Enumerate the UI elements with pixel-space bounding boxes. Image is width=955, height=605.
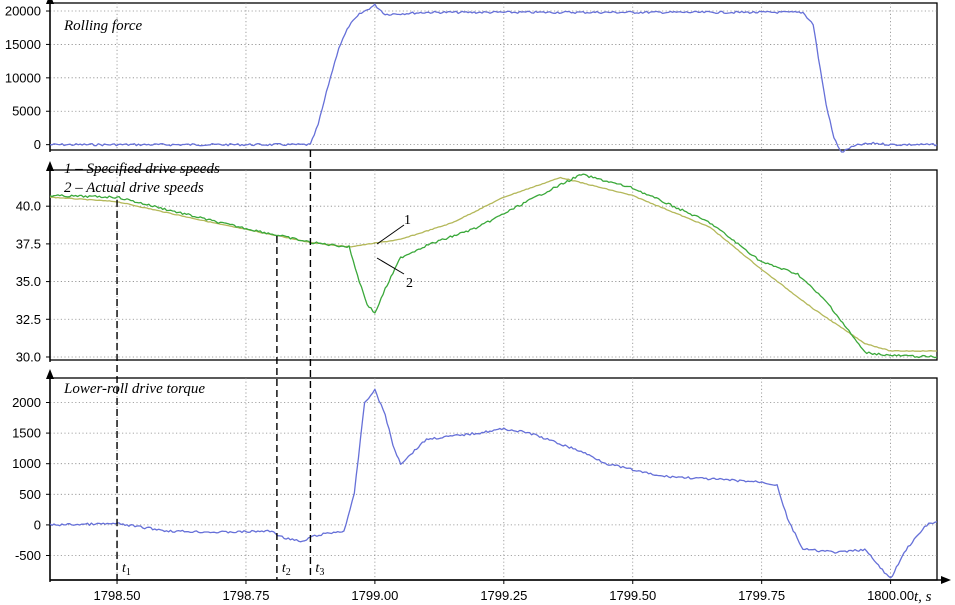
y-tick-label: 30.0: [16, 349, 41, 364]
speeds-legend-2: 2 – Actual drive speeds: [64, 180, 204, 196]
plot-area: [49, 2, 938, 151]
plot-area: [49, 169, 938, 361]
y-tick-label: 1000: [12, 456, 41, 471]
marker-label-t3: t3: [315, 561, 324, 578]
y-tick-label: 15000: [5, 37, 41, 52]
x-tick-label: 1800.00: [867, 588, 914, 603]
torque-title: Lower-roll drive torque: [63, 381, 205, 397]
annotation-leader-2: [376, 257, 405, 275]
y-tick-label: 20000: [5, 4, 41, 19]
x-axis-arrow: [941, 576, 951, 584]
drive-speeds-panel: 30.0 32.5 35.0 37.5 40.0: [16, 161, 938, 364]
rolling-force-panel: 0 5000 10000 15000 20000: [5, 0, 938, 153]
marker-label-t1: t1: [122, 561, 131, 578]
y-tick-label: 40.0: [16, 199, 41, 214]
x-axis: 1798.50 1798.75 1799.00 1799.25 1799.50 1799.…: [50, 576, 951, 603]
x-tick-label: 1799.50: [609, 588, 656, 603]
specified-speed-line: [49, 176, 937, 352]
annotation-leader-1: [376, 224, 405, 245]
y-tick-label: 0: [34, 517, 41, 532]
actual-speed-line: [49, 173, 938, 359]
drive-torque-panel: -500 0 500 1000 1500 2000: [12, 369, 938, 582]
x-tick-label: 1798.75: [222, 588, 269, 603]
x-tick-label: 1799.00: [351, 588, 398, 603]
annotation-label-2: 2: [406, 276, 413, 291]
x-axis-label: t, s: [914, 589, 932, 605]
annotation-label-1: 1: [404, 213, 411, 228]
y-tick-label: 1500: [12, 426, 41, 441]
x-tick-label: 1799.75: [738, 588, 785, 603]
y-tick-label: 32.5: [16, 312, 41, 327]
rolling-force-line: [49, 3, 938, 153]
y-tick-label: -500: [15, 548, 41, 563]
speeds-legend-1: 1 – Specified drive speeds: [64, 161, 220, 177]
x-tick-label: 1798.50: [94, 588, 141, 603]
torque-line: [49, 388, 938, 579]
rolling-force-title: Rolling force: [63, 18, 143, 34]
y-tick-label: 5000: [12, 104, 41, 119]
y-tick-label: 0: [34, 137, 41, 152]
time-markers: t1 t2 t3: [116, 150, 324, 580]
marker-label-t2: t2: [282, 561, 291, 578]
y-tick-label: 500: [19, 487, 41, 502]
x-tick-label: 1799.25: [480, 588, 527, 603]
y-tick-label: 37.5: [16, 236, 41, 251]
y-tick-label: 35.0: [16, 274, 41, 289]
y-tick-label: 10000: [5, 70, 41, 85]
y-tick-label: 2000: [12, 395, 41, 410]
